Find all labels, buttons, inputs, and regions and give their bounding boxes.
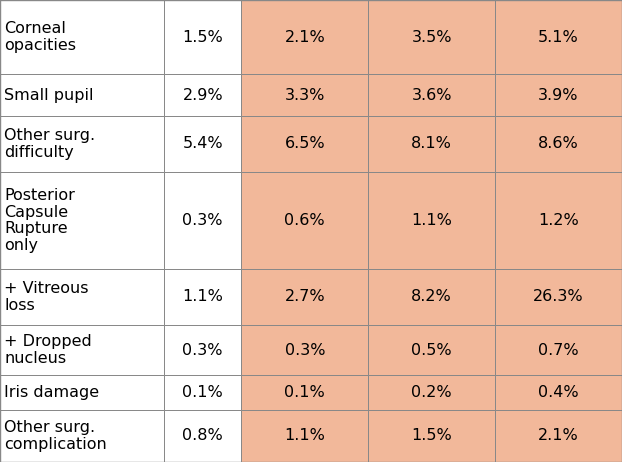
- Bar: [495, 0, 622, 74]
- Text: 26.3%: 26.3%: [533, 289, 584, 304]
- Bar: [368, 74, 495, 116]
- Text: 3.5%: 3.5%: [411, 30, 452, 45]
- Bar: [241, 376, 368, 410]
- Bar: [0, 116, 164, 172]
- Text: 1.1%: 1.1%: [182, 289, 223, 304]
- Bar: [241, 410, 368, 462]
- Text: 0.2%: 0.2%: [411, 385, 452, 400]
- Text: 1.5%: 1.5%: [182, 30, 223, 45]
- Bar: [164, 0, 241, 74]
- Bar: [164, 410, 241, 462]
- Bar: [495, 376, 622, 410]
- Text: 2.7%: 2.7%: [284, 289, 325, 304]
- Text: + Dropped
nucleus: + Dropped nucleus: [4, 334, 92, 366]
- Bar: [495, 116, 622, 172]
- Text: 3.3%: 3.3%: [285, 88, 325, 103]
- Bar: [368, 0, 495, 74]
- Bar: [0, 172, 164, 269]
- Text: 8.6%: 8.6%: [538, 136, 579, 152]
- Text: 0.1%: 0.1%: [182, 385, 223, 400]
- Text: Small pupil: Small pupil: [4, 88, 94, 103]
- Text: 0.3%: 0.3%: [284, 343, 325, 358]
- Bar: [368, 116, 495, 172]
- Text: 5.4%: 5.4%: [182, 136, 223, 152]
- Text: 2.9%: 2.9%: [182, 88, 223, 103]
- Bar: [164, 269, 241, 325]
- Text: 8.1%: 8.1%: [411, 136, 452, 152]
- Bar: [241, 116, 368, 172]
- Text: 2.1%: 2.1%: [284, 30, 325, 45]
- Bar: [164, 74, 241, 116]
- Text: 0.3%: 0.3%: [182, 343, 223, 358]
- Text: Other surg.
complication: Other surg. complication: [4, 420, 107, 452]
- Text: 0.6%: 0.6%: [284, 213, 325, 228]
- Text: Iris damage: Iris damage: [4, 385, 100, 400]
- Text: 8.2%: 8.2%: [411, 289, 452, 304]
- Text: 1.5%: 1.5%: [411, 428, 452, 444]
- Text: 0.4%: 0.4%: [538, 385, 579, 400]
- Bar: [0, 410, 164, 462]
- Bar: [368, 269, 495, 325]
- Text: Corneal
opacities: Corneal opacities: [4, 21, 77, 53]
- Bar: [164, 376, 241, 410]
- Bar: [495, 325, 622, 376]
- Bar: [164, 325, 241, 376]
- Text: + Vitreous
loss: + Vitreous loss: [4, 281, 89, 313]
- Bar: [0, 74, 164, 116]
- Text: 3.9%: 3.9%: [538, 88, 579, 103]
- Text: Posterior
Capsule
Rupture
only: Posterior Capsule Rupture only: [4, 188, 75, 253]
- Text: 0.7%: 0.7%: [538, 343, 579, 358]
- Bar: [241, 0, 368, 74]
- Text: 0.8%: 0.8%: [182, 428, 223, 444]
- Bar: [368, 410, 495, 462]
- Text: 0.5%: 0.5%: [411, 343, 452, 358]
- Bar: [0, 269, 164, 325]
- Text: 3.6%: 3.6%: [411, 88, 452, 103]
- Bar: [368, 172, 495, 269]
- Text: 1.1%: 1.1%: [411, 213, 452, 228]
- Text: 0.3%: 0.3%: [182, 213, 223, 228]
- Bar: [368, 325, 495, 376]
- Bar: [164, 172, 241, 269]
- Text: 1.1%: 1.1%: [284, 428, 325, 444]
- Bar: [495, 269, 622, 325]
- Bar: [0, 325, 164, 376]
- Bar: [241, 74, 368, 116]
- Bar: [495, 74, 622, 116]
- Bar: [495, 172, 622, 269]
- Bar: [241, 269, 368, 325]
- Bar: [164, 116, 241, 172]
- Text: 6.5%: 6.5%: [284, 136, 325, 152]
- Bar: [368, 376, 495, 410]
- Text: 2.1%: 2.1%: [538, 428, 579, 444]
- Bar: [0, 376, 164, 410]
- Bar: [495, 410, 622, 462]
- Text: 0.1%: 0.1%: [284, 385, 325, 400]
- Text: Other surg.
difficulty: Other surg. difficulty: [4, 128, 96, 160]
- Text: 1.2%: 1.2%: [538, 213, 579, 228]
- Bar: [241, 172, 368, 269]
- Text: 5.1%: 5.1%: [538, 30, 579, 45]
- Bar: [0, 0, 164, 74]
- Bar: [241, 325, 368, 376]
